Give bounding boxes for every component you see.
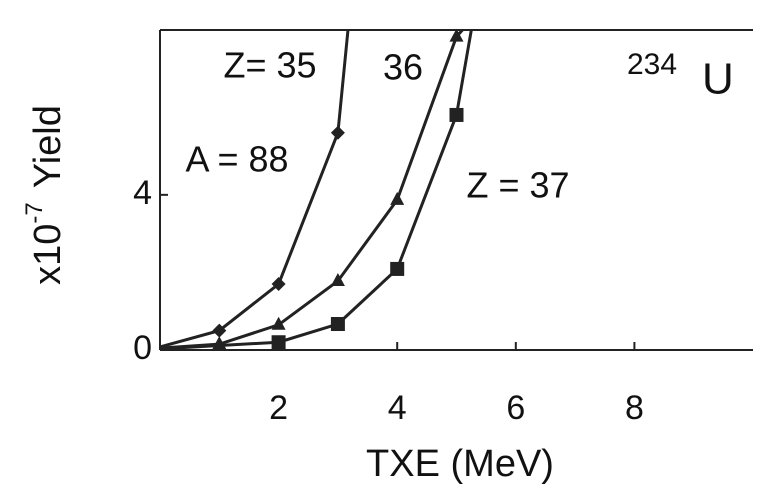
- series-label: Z = 37: [466, 165, 569, 206]
- series-line: [159, 29, 473, 351]
- x-tick-label: 4: [388, 389, 407, 427]
- marker: [330, 317, 345, 332]
- marker: [330, 125, 345, 140]
- marker: [212, 323, 227, 338]
- annotation: 234: [627, 48, 677, 81]
- annotation: U: [702, 55, 734, 104]
- marker: [271, 335, 286, 350]
- y-tick-label: 0: [133, 329, 152, 367]
- y-label-text: Yield: [27, 105, 69, 188]
- series-label: 36: [383, 47, 423, 88]
- marker: [271, 316, 286, 330]
- y-tick-label: 4: [133, 174, 152, 212]
- marker: [449, 107, 464, 122]
- x-axis-label: TXE (MeV): [366, 443, 554, 485]
- marker: [390, 261, 405, 276]
- marker: [390, 191, 405, 205]
- y-axis-label: x10-7 Yield: [21, 105, 69, 285]
- marker: [330, 272, 345, 286]
- x-tick-label: 2: [269, 389, 288, 427]
- x-tick-label: 6: [506, 389, 525, 427]
- marker: [271, 277, 286, 292]
- series-label: Z= 35: [223, 45, 316, 86]
- y-label-prefix: x10: [27, 224, 69, 285]
- annotation: A = 88: [185, 139, 288, 180]
- x-tick-label: 8: [625, 389, 644, 427]
- marker: [449, 28, 464, 42]
- y-label-exponent: -7: [21, 202, 48, 223]
